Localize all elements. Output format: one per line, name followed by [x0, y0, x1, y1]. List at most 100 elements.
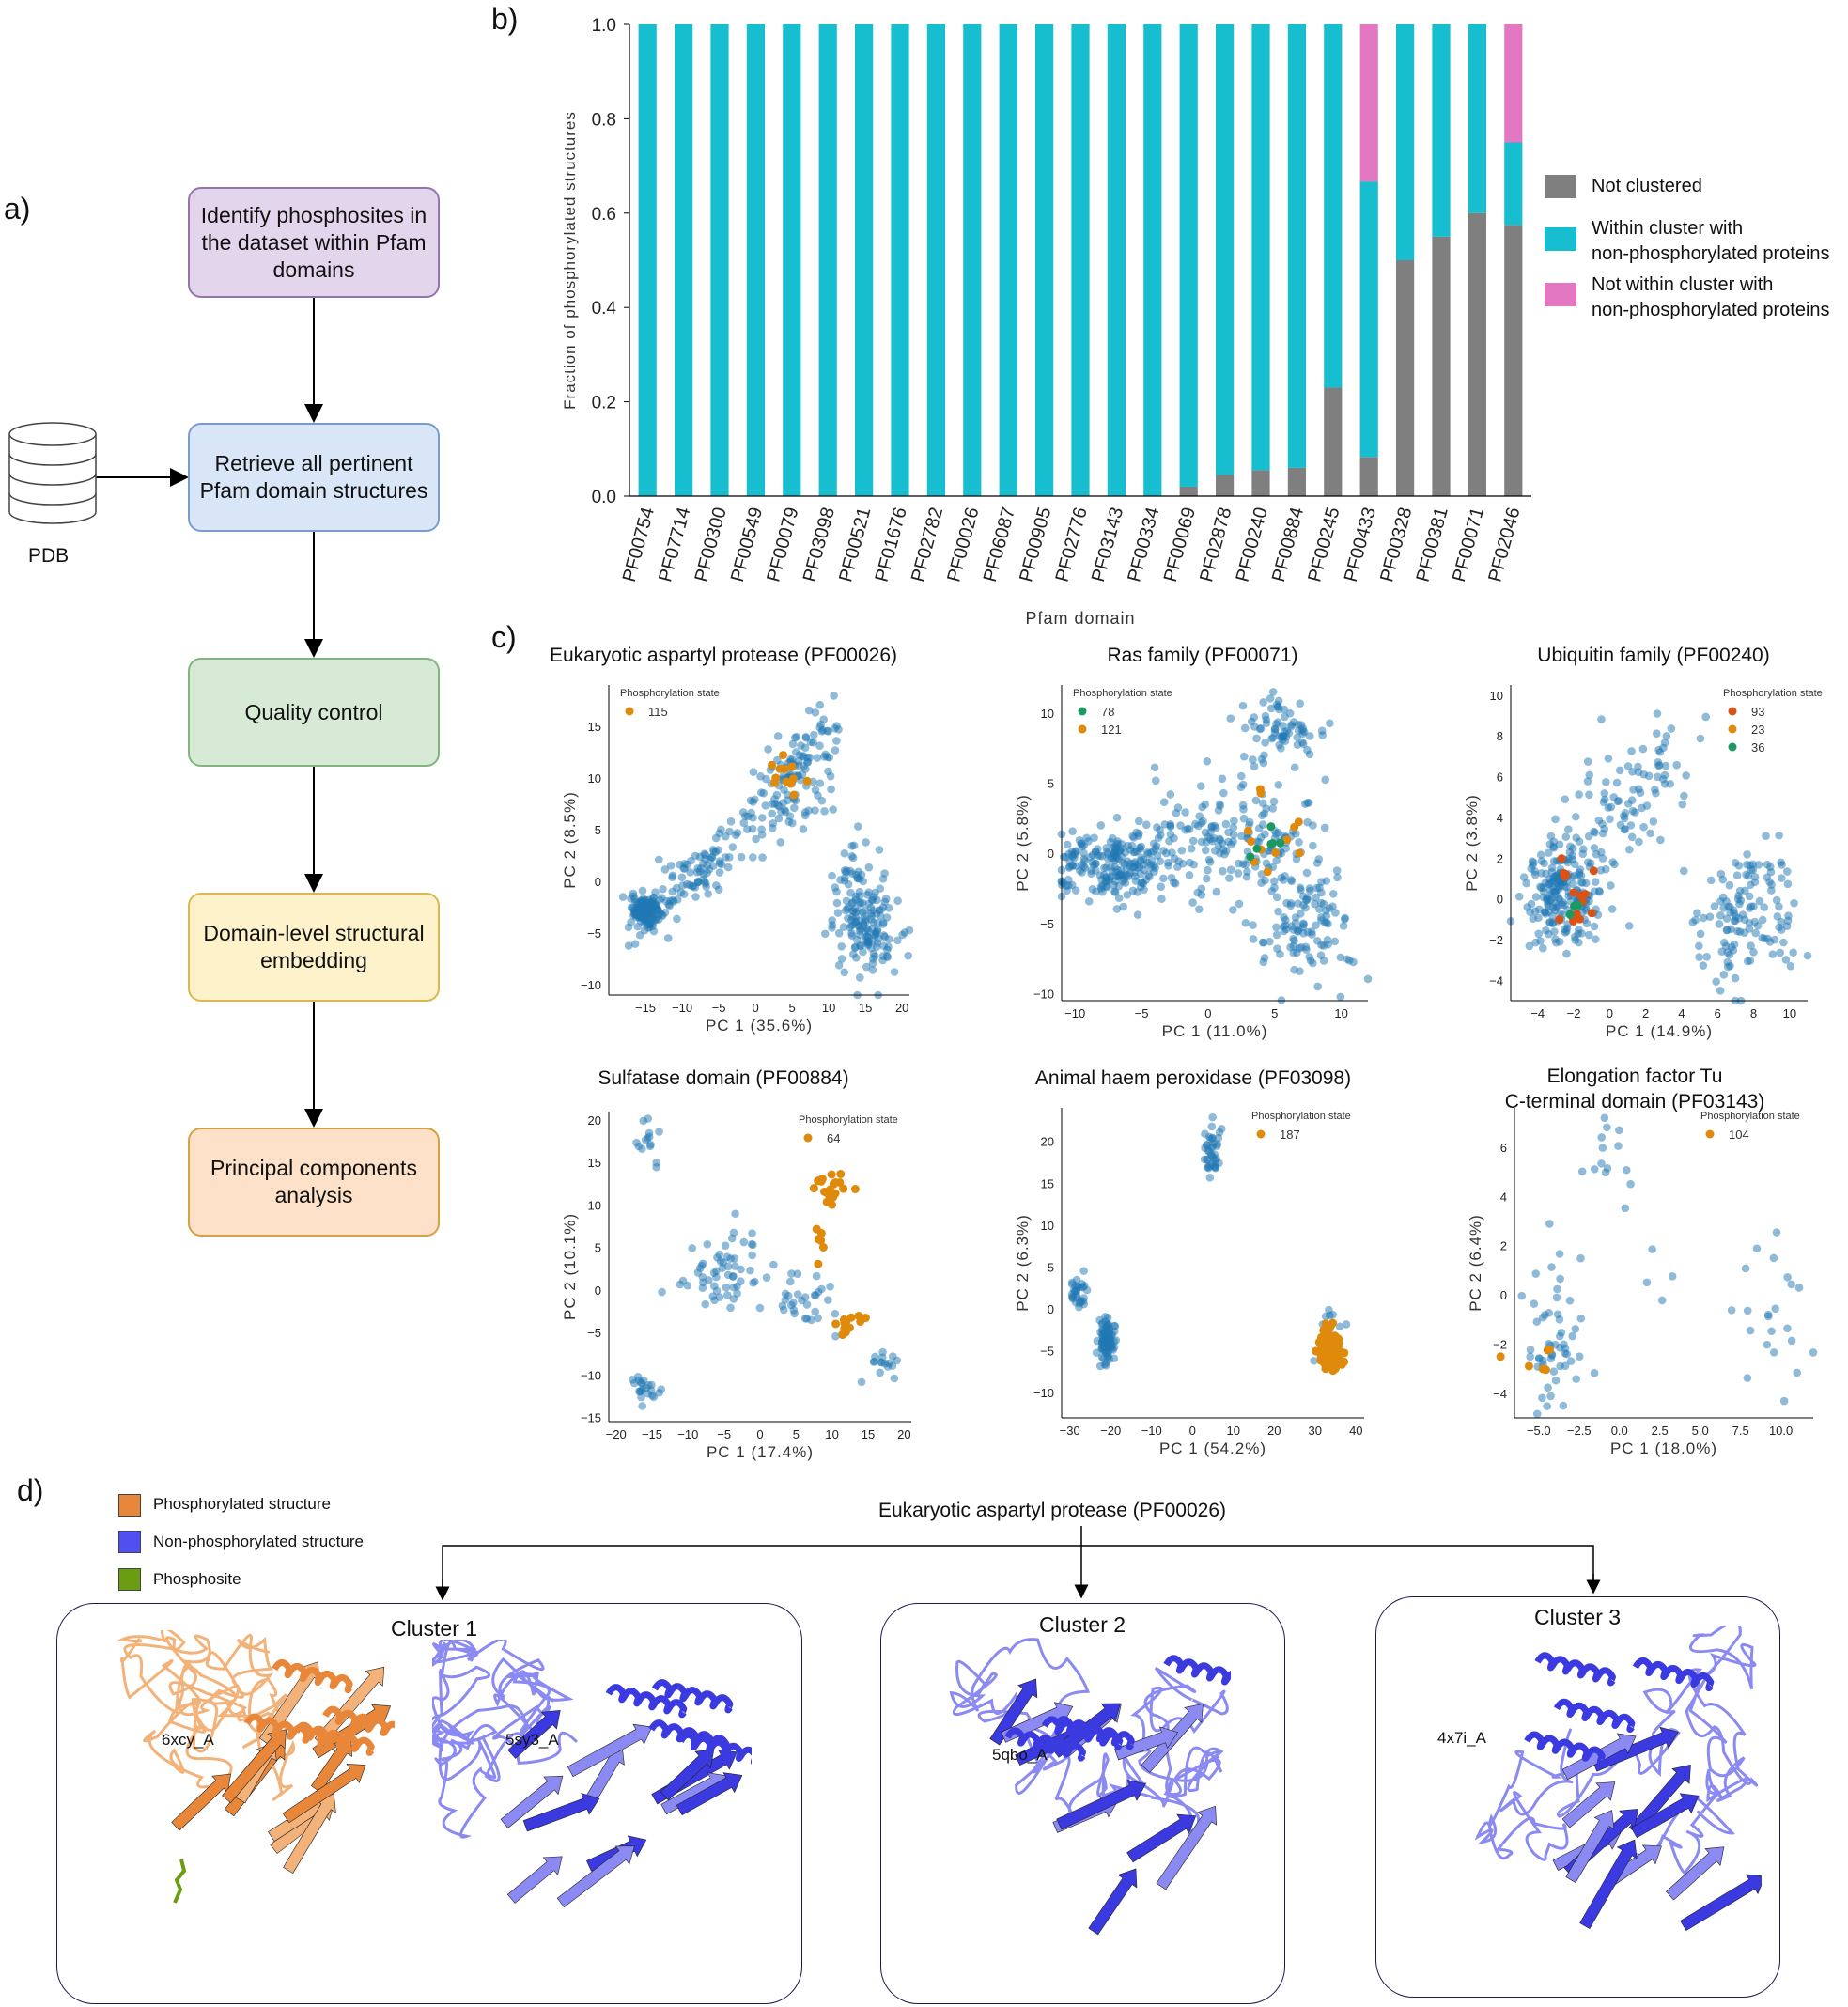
pca-point [1197, 782, 1205, 790]
pca-point [1758, 915, 1767, 925]
pca-point [844, 879, 853, 889]
pca-legend-title: Phosphorylation state [1723, 688, 1823, 699]
alpha-helix [648, 1719, 730, 1754]
pca-point [1262, 859, 1271, 868]
legend-swatch-not-within-cluster [1545, 283, 1576, 306]
pca-point [1314, 905, 1324, 913]
pca-point [743, 812, 753, 821]
pca-point [1777, 874, 1786, 882]
cluster-3-title: Cluster 3 [1534, 1605, 1622, 1629]
pca-point [853, 822, 862, 831]
pca-point [1299, 727, 1309, 737]
pca-point [1098, 887, 1107, 896]
pca-point [1777, 917, 1786, 926]
pca-point [756, 788, 766, 797]
pca-point [1743, 860, 1751, 869]
pca-point [811, 786, 820, 795]
pca-point [660, 908, 670, 917]
pca-point [833, 909, 843, 917]
pca-point [1328, 889, 1338, 898]
pca-point [1150, 763, 1159, 772]
pca-point [1201, 846, 1210, 855]
pca-x-tick-label: −15 [635, 1001, 656, 1015]
bar-segment [1468, 212, 1486, 497]
pca-point [1790, 898, 1798, 908]
pca-point [1763, 1310, 1773, 1319]
pca-point [1312, 893, 1320, 902]
pca-point [801, 732, 811, 741]
pca-point [876, 1368, 885, 1377]
pca-point [1088, 858, 1096, 867]
pca-point [757, 814, 767, 822]
y-tick-label: 0.0 [592, 488, 616, 507]
pca-x-axis-label: PC 1 (18.0%) [1610, 1439, 1717, 1457]
pca-point [1562, 949, 1571, 958]
pca-point [890, 1374, 899, 1383]
pca-point [1063, 840, 1072, 849]
pca-point [1202, 837, 1211, 847]
pca-point [1261, 830, 1269, 839]
bar-segment [1287, 24, 1306, 468]
pca-x-tick-label: −5 [712, 1001, 726, 1015]
pca-point [1695, 953, 1703, 961]
protein-structure-6xcy [116, 1630, 395, 1904]
panel-label-b: b) [491, 2, 519, 36]
pca-point [1286, 942, 1295, 952]
pca-point-phosphorylated [1247, 837, 1256, 847]
pca-point [1621, 1204, 1630, 1213]
pca-point [709, 847, 719, 856]
pca-point [1662, 732, 1671, 740]
pca-point [692, 868, 702, 877]
alpha-helix [1534, 1652, 1616, 1687]
pca-point [904, 951, 913, 960]
pca-point [811, 708, 820, 717]
pca-point [1638, 744, 1648, 754]
pca-point [790, 803, 799, 813]
database-label: PDB [28, 545, 70, 567]
pca-point [1063, 886, 1071, 895]
pca-point [1071, 886, 1080, 895]
pca-point [721, 1241, 730, 1250]
pca-point [1072, 1275, 1081, 1284]
pca-point [1753, 921, 1763, 930]
bar-segment [926, 24, 945, 496]
pca-point-phosphorylated [1340, 1357, 1349, 1366]
pca-point [1272, 923, 1281, 932]
pca-point [749, 853, 757, 862]
beta-strand [1088, 1868, 1138, 1936]
pca-point [1565, 848, 1575, 857]
flow-step-pca: Principal components analysis [188, 1128, 440, 1237]
pca-point [1212, 887, 1221, 896]
pca-point [1783, 1273, 1792, 1282]
pca-point [821, 750, 830, 759]
pca-legend-label: 36 [1751, 740, 1764, 755]
pca-point [1809, 1348, 1818, 1357]
bar-segment [638, 24, 657, 496]
ribbon-coil [949, 1638, 1229, 1835]
pca-point [1265, 937, 1274, 946]
pca-y-tick-label: 2 [1497, 851, 1503, 865]
pca-point [784, 817, 794, 826]
pca-point [832, 898, 842, 908]
pca-point [848, 950, 858, 958]
pca-y-tick-label: 0 [1497, 893, 1503, 907]
pca-point [1258, 820, 1267, 829]
pca-point [1787, 1336, 1796, 1346]
pca-point [663, 934, 673, 942]
panel-label-a: a) [4, 192, 31, 226]
pca-point-phosphorylated [1569, 916, 1578, 926]
beta-strand [171, 1773, 232, 1831]
pca-point [1079, 1267, 1088, 1275]
pca-point [668, 887, 677, 896]
pca-point [1556, 1361, 1564, 1371]
y-tick-label: 0.2 [592, 394, 616, 413]
pca-point-phosphorylated [1327, 1321, 1336, 1330]
pca-point [1188, 836, 1198, 846]
alpha-helix [322, 1705, 395, 1736]
pca-point [1564, 854, 1573, 863]
pca-point [1205, 1174, 1215, 1182]
pca-legend-label: 121 [1101, 723, 1122, 737]
pca-x-tick-label: −2.5 [1567, 1424, 1592, 1438]
pca-point [1225, 874, 1234, 882]
pca-point [1093, 1336, 1102, 1346]
